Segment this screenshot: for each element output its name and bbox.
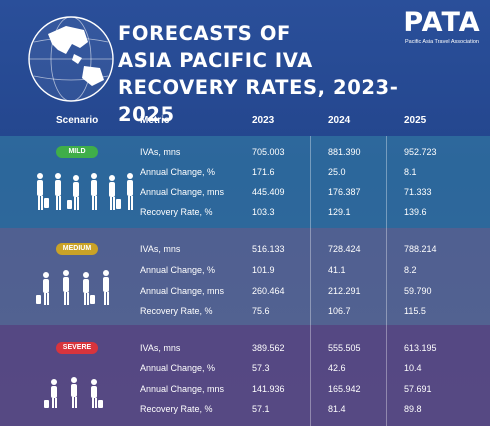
value-2025: 8.2	[404, 265, 417, 275]
value-2025: 952.723	[404, 147, 437, 157]
column-divider	[310, 136, 311, 426]
pata-logo: PATA Pacific Asia Travel Association	[398, 8, 486, 56]
metric-label: Annual Change, %	[140, 363, 216, 373]
metric-label: Annual Change, mns	[140, 286, 225, 296]
scenario-badge-mild: MILD	[56, 146, 98, 158]
value-2023: 171.6	[252, 167, 275, 177]
value-2025: 57.691	[404, 384, 432, 394]
value-2023: 141.936	[252, 384, 285, 394]
header: FORECASTS OF ASIA PACIFIC IVA RECOVERY R…	[0, 0, 490, 126]
column-header-2023: 2023	[252, 115, 275, 126]
logo-mark: PATA	[403, 7, 481, 38]
value-2024: 881.390	[328, 147, 361, 157]
value-2023: 57.1	[252, 404, 270, 414]
value-2024: 129.1	[328, 207, 351, 217]
column-header-2025: 2025	[404, 115, 427, 126]
title-line-2: ASIA PACIFIC IVA	[118, 49, 313, 72]
scenario-badge-severe: SEVERE	[56, 342, 98, 354]
globe-icon	[28, 16, 114, 102]
value-2024: 212.291	[328, 286, 361, 296]
value-2024: 106.7	[328, 306, 351, 316]
column-header-2024: 2024	[328, 115, 351, 126]
value-2025: 71.333	[404, 187, 432, 197]
value-2023: 260.464	[252, 286, 285, 296]
value-2024: 42.6	[328, 363, 346, 373]
value-2025: 8.1	[404, 167, 417, 177]
column-divider	[386, 136, 387, 426]
metric-label: Annual Change, mns	[140, 187, 225, 197]
metric-label: Recovery Rate, %	[140, 306, 213, 316]
logo-subtitle: Pacific Asia Travel Association	[405, 39, 479, 45]
column-header-scenario: Scenario	[56, 115, 99, 126]
metric-label: Annual Change, mns	[140, 384, 225, 394]
metric-label: Recovery Rate, %	[140, 207, 213, 217]
value-2023: 389.562	[252, 343, 285, 353]
metric-label: Recovery Rate, %	[140, 404, 213, 414]
metric-label: Annual Change, %	[140, 167, 216, 177]
value-2023: 101.9	[252, 265, 275, 275]
value-2025: 788.214	[404, 244, 437, 254]
value-2023: 75.6	[252, 306, 270, 316]
scenario-band-severe	[0, 325, 490, 426]
metric-label: IVAs, mns	[140, 343, 181, 353]
value-2025: 59.790	[404, 286, 432, 296]
metric-label: IVAs, mns	[140, 244, 181, 254]
value-2025: 139.6	[404, 207, 427, 217]
traveler-icon	[37, 173, 133, 210]
page-title: FORECASTS OF ASIA PACIFIC IVA RECOVERY R…	[118, 20, 448, 128]
value-2025: 613.195	[404, 343, 437, 353]
value-2025: 115.5	[404, 306, 426, 316]
title-line-3: RECOVERY RATES, 2023-2025	[118, 76, 399, 126]
value-2023: 516.133	[252, 244, 285, 254]
metric-label: Annual Change, %	[140, 265, 216, 275]
value-2025: 10.4	[404, 363, 422, 373]
value-2024: 728.424	[328, 244, 361, 254]
value-2024: 25.0	[328, 167, 346, 177]
metric-label: IVAs, mns	[140, 147, 181, 157]
title-line-1: FORECASTS OF	[118, 22, 291, 45]
traveler-icon	[36, 270, 109, 305]
traveler-icon	[44, 377, 103, 408]
value-2024: 176.387	[328, 187, 361, 197]
value-2024: 555.505	[328, 343, 361, 353]
value-2025: 89.8	[404, 404, 422, 414]
scenario-badge-medium: MEDIUM	[56, 243, 98, 255]
value-2023: 445.409	[252, 187, 285, 197]
value-2023: 57.3	[252, 363, 270, 373]
value-2024: 81.4	[328, 404, 346, 414]
value-2024: 41.1	[328, 265, 346, 275]
value-2024: 165.942	[328, 384, 361, 394]
column-header-metric: Metric	[140, 115, 170, 126]
value-2023: 705.003	[252, 147, 285, 157]
value-2023: 103.3	[252, 207, 275, 217]
